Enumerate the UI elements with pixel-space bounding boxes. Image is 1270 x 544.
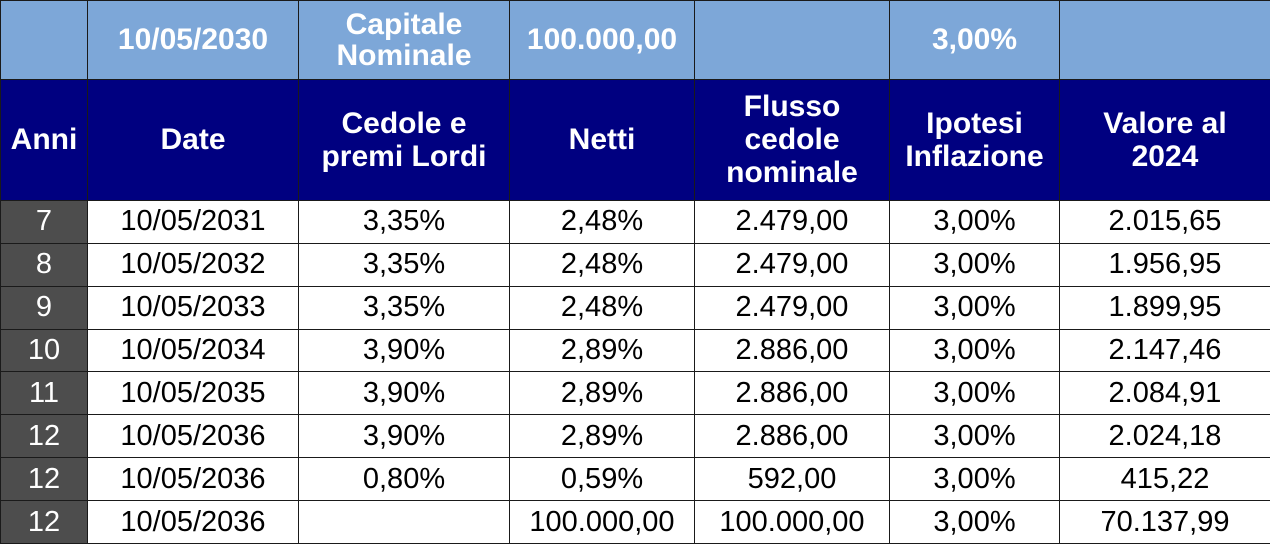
valore-cell[interactable]: 1.899,95 xyxy=(1059,285,1270,330)
anni-cell[interactable]: 12 xyxy=(0,414,88,459)
netti-cell[interactable]: 2,89% xyxy=(509,371,695,416)
summary-flusso-cell[interactable] xyxy=(694,0,890,80)
anni-cell[interactable]: 7 xyxy=(0,200,88,244)
anni-cell[interactable]: 10 xyxy=(0,328,88,373)
summary-row: 10/05/2030 Capitale Nominale 100.000,00 … xyxy=(0,0,1270,80)
netti-cell[interactable]: 0,59% xyxy=(509,457,695,502)
valore-cell[interactable]: 2.084,91 xyxy=(1059,371,1270,416)
cedole-cell[interactable]: 3,90% xyxy=(298,414,510,459)
flusso-cell[interactable]: 2.479,00 xyxy=(694,285,890,330)
netti-cell[interactable]: 2,89% xyxy=(509,328,695,373)
netti-cell[interactable]: 2,48% xyxy=(509,242,695,287)
inflazione-cell[interactable]: 3,00% xyxy=(889,500,1060,544)
table-row: 7 10/05/2031 3,35% 2,48% 2.479,00 3,00% … xyxy=(0,200,1270,244)
summary-valore-cell[interactable] xyxy=(1059,0,1270,80)
date-cell[interactable]: 10/05/2036 xyxy=(87,414,299,459)
netti-cell[interactable]: 2,89% xyxy=(509,414,695,459)
cedole-cell[interactable]: 3,35% xyxy=(298,285,510,330)
flusso-cell[interactable]: 2.479,00 xyxy=(694,242,890,287)
inflazione-cell[interactable]: 3,00% xyxy=(889,285,1060,330)
table-row: 12 10/05/2036 100.000,00 100.000,00 3,00… xyxy=(0,500,1270,544)
valore-cell[interactable]: 2.015,65 xyxy=(1059,200,1270,244)
cedole-cell[interactable] xyxy=(298,500,510,544)
flusso-cell[interactable]: 2.886,00 xyxy=(694,328,890,373)
netti-cell[interactable]: 100.000,00 xyxy=(509,500,695,544)
cedole-cell[interactable]: 0,80% xyxy=(298,457,510,502)
header-inflazione-line1: Ipotesi xyxy=(926,106,1023,140)
anni-cell[interactable]: 8 xyxy=(0,242,88,287)
inflazione-cell[interactable]: 3,00% xyxy=(889,200,1060,244)
table-row: 8 10/05/2032 3,35% 2,48% 2.479,00 3,00% … xyxy=(0,242,1270,287)
header-cedole[interactable]: Cedole e premi Lordi xyxy=(298,78,510,202)
summary-anni-cell[interactable] xyxy=(0,0,88,80)
netti-cell[interactable]: 2,48% xyxy=(509,285,695,330)
date-cell[interactable]: 10/05/2032 xyxy=(87,242,299,287)
header-valore-line2: 2024 xyxy=(1131,139,1199,173)
date-cell[interactable]: 10/05/2035 xyxy=(87,371,299,416)
anni-cell[interactable]: 12 xyxy=(0,500,88,544)
table-row: 12 10/05/2036 0,80% 0,59% 592,00 3,00% 4… xyxy=(0,457,1270,502)
date-cell[interactable]: 10/05/2036 xyxy=(87,500,299,544)
cedole-cell[interactable]: 3,35% xyxy=(298,200,510,244)
valore-cell[interactable]: 1.956,95 xyxy=(1059,242,1270,287)
inflazione-cell[interactable]: 3,00% xyxy=(889,242,1060,287)
valore-cell[interactable]: 415,22 xyxy=(1059,457,1270,502)
table-row: 9 10/05/2033 3,35% 2,48% 2.479,00 3,00% … xyxy=(0,285,1270,330)
header-anni[interactable]: Anni xyxy=(0,78,88,202)
valore-cell[interactable]: 70.137,99 xyxy=(1059,500,1270,544)
cedole-cell[interactable]: 3,90% xyxy=(298,328,510,373)
summary-label-line2: Nominale xyxy=(336,38,472,72)
header-cedole-line2: premi Lordi xyxy=(321,139,487,173)
header-flusso-line1: Flusso xyxy=(743,90,841,124)
flusso-cell[interactable]: 2.886,00 xyxy=(694,371,890,416)
flusso-cell[interactable]: 2.479,00 xyxy=(694,200,890,244)
valore-cell[interactable]: 2.147,46 xyxy=(1059,328,1270,373)
inflazione-cell[interactable]: 3,00% xyxy=(889,457,1060,502)
anni-cell[interactable]: 9 xyxy=(0,285,88,330)
summary-capital-cell[interactable]: 100.000,00 xyxy=(509,0,695,80)
summary-label-line1: Capitale xyxy=(345,7,463,41)
summary-label-cell[interactable]: Capitale Nominale xyxy=(298,0,510,80)
table-row: 12 10/05/2036 3,90% 2,89% 2.886,00 3,00%… xyxy=(0,414,1270,459)
date-cell[interactable]: 10/05/2031 xyxy=(87,200,299,244)
date-cell[interactable]: 10/05/2034 xyxy=(87,328,299,373)
flusso-cell[interactable]: 100.000,00 xyxy=(694,500,890,544)
header-cedole-line1: Cedole e xyxy=(341,106,467,140)
header-netti[interactable]: Netti xyxy=(509,78,695,202)
header-valore[interactable]: Valore al 2024 xyxy=(1059,78,1270,202)
flusso-cell[interactable]: 592,00 xyxy=(694,457,890,502)
header-flusso-line2: cedole xyxy=(744,123,840,157)
anni-cell[interactable]: 12 xyxy=(0,457,88,502)
header-inflazione-line2: Inflazione xyxy=(905,139,1044,173)
summary-date-cell[interactable]: 10/05/2030 xyxy=(87,0,299,80)
cedole-cell[interactable]: 3,35% xyxy=(298,242,510,287)
date-cell[interactable]: 10/05/2033 xyxy=(87,285,299,330)
netti-cell[interactable]: 2,48% xyxy=(509,200,695,244)
cedole-cell[interactable]: 3,90% xyxy=(298,371,510,416)
header-flusso[interactable]: Flusso cedole nominale xyxy=(694,78,890,202)
header-inflazione[interactable]: Ipotesi Inflazione xyxy=(889,78,1060,202)
inflazione-cell[interactable]: 3,00% xyxy=(889,328,1060,373)
header-date[interactable]: Date xyxy=(87,78,299,202)
inflazione-cell[interactable]: 3,00% xyxy=(889,371,1060,416)
table-row: 11 10/05/2035 3,90% 2,89% 2.886,00 3,00%… xyxy=(0,371,1270,416)
header-valore-line1: Valore al xyxy=(1103,106,1227,140)
header-flusso-line3: nominale xyxy=(726,156,858,190)
valore-cell[interactable]: 2.024,18 xyxy=(1059,414,1270,459)
summary-inflation-cell[interactable]: 3,00% xyxy=(889,0,1060,80)
date-cell[interactable]: 10/05/2036 xyxy=(87,457,299,502)
header-row: Anni Date Cedole e premi Lordi Netti Flu… xyxy=(0,78,1270,202)
inflazione-cell[interactable]: 3,00% xyxy=(889,414,1060,459)
table-row: 10 10/05/2034 3,90% 2,89% 2.886,00 3,00%… xyxy=(0,328,1270,373)
flusso-cell[interactable]: 2.886,00 xyxy=(694,414,890,459)
anni-cell[interactable]: 11 xyxy=(0,371,88,416)
